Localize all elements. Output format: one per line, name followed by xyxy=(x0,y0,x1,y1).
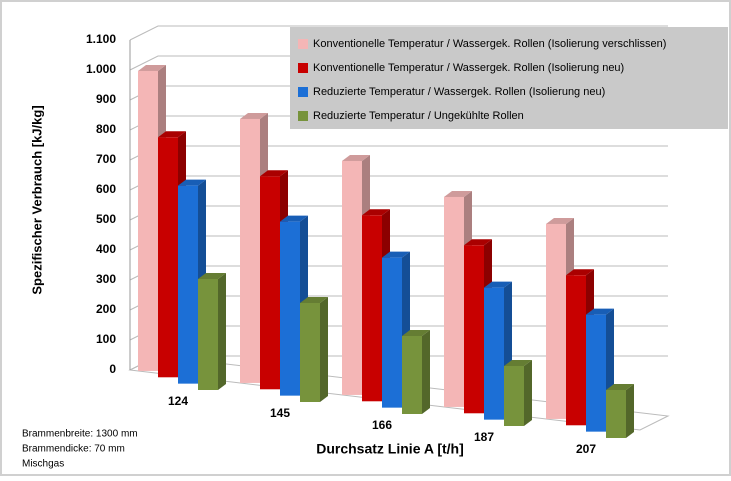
bar-top xyxy=(138,64,166,71)
y-tick-label: 0 xyxy=(109,362,116,376)
bar xyxy=(484,287,504,420)
bar xyxy=(198,279,218,390)
legend-swatch xyxy=(298,111,308,121)
note: Brammenbreite: 1300 mm xyxy=(22,429,138,440)
bar-top xyxy=(240,112,268,119)
x-tick-label: 166 xyxy=(372,418,392,432)
legend-box xyxy=(290,27,728,129)
bar-top xyxy=(382,251,410,258)
bar-top xyxy=(606,384,634,390)
bar xyxy=(362,215,382,402)
bar-top xyxy=(158,131,186,138)
grid-line xyxy=(129,25,668,41)
bar-top xyxy=(280,215,308,222)
bar-top xyxy=(546,217,574,224)
bar xyxy=(546,223,566,419)
bar xyxy=(342,160,362,395)
legend-label: Reduzierte Temperatur / Ungekühlte Rolle… xyxy=(313,110,524,122)
note: Mischgas xyxy=(22,459,64,470)
y-tick-label: 1.000 xyxy=(86,62,116,76)
bar-top xyxy=(504,360,532,366)
bar xyxy=(464,245,484,414)
bar-side xyxy=(320,297,328,402)
bar xyxy=(240,118,260,383)
y-tick-label: 300 xyxy=(96,272,116,286)
bar-top xyxy=(444,190,472,197)
y-axis-label: Spezifischer Verbrauch [kJ/kg] xyxy=(29,105,44,294)
bar xyxy=(300,303,320,402)
bar-side xyxy=(422,330,430,414)
bar-side xyxy=(626,384,634,438)
y-tick-label: 600 xyxy=(96,182,116,196)
y-tick-label: 200 xyxy=(96,302,116,316)
y-tick-label: 800 xyxy=(96,122,116,136)
y-tick-label: 100 xyxy=(96,332,116,346)
bar xyxy=(606,390,626,438)
bar-top xyxy=(260,170,288,177)
bar-side xyxy=(524,360,532,426)
bar-top xyxy=(566,269,594,276)
legend-label: Konventionelle Temperatur / Wassergek. R… xyxy=(313,38,666,50)
legend-swatch xyxy=(298,63,308,73)
legend-label: Konventionelle Temperatur / Wassergek. R… xyxy=(313,62,624,74)
bar-top xyxy=(300,297,328,303)
x-axis-label: Durchsatz Linie A [t/h] xyxy=(316,441,464,457)
bar-top xyxy=(198,273,226,279)
bar-top xyxy=(342,154,370,161)
bar-top xyxy=(362,209,390,216)
bar xyxy=(566,275,586,426)
bar xyxy=(382,257,402,408)
bar xyxy=(586,314,606,432)
bar xyxy=(158,137,178,378)
x-tick-label: 207 xyxy=(576,442,596,456)
bar xyxy=(178,185,198,384)
bar-top xyxy=(484,281,512,288)
bar xyxy=(138,70,158,371)
bar xyxy=(280,221,300,396)
bar xyxy=(402,336,422,414)
y-tick-label: 900 xyxy=(96,92,116,106)
legend-swatch xyxy=(298,39,308,49)
y-tick-label: 400 xyxy=(96,242,116,256)
bar-top xyxy=(402,330,430,336)
legend-label: Reduzierte Temperatur / Wassergek. Rolle… xyxy=(313,86,605,98)
bar-top xyxy=(586,308,614,315)
bar xyxy=(260,176,280,390)
bar xyxy=(504,366,524,426)
legend-swatch xyxy=(298,87,308,97)
x-tick-label: 145 xyxy=(270,406,290,420)
bar xyxy=(444,196,464,407)
x-tick-label: 187 xyxy=(474,430,494,444)
bar-top xyxy=(464,239,492,246)
bar-side xyxy=(218,273,226,390)
x-tick-label: 124 xyxy=(168,394,188,408)
bar-top xyxy=(178,179,206,186)
y-tick-label: 500 xyxy=(96,212,116,226)
y-tick-label: 1.100 xyxy=(86,32,116,46)
y-tick-label: 700 xyxy=(96,152,116,166)
note: Brammendicke: 70 mm xyxy=(22,444,125,455)
